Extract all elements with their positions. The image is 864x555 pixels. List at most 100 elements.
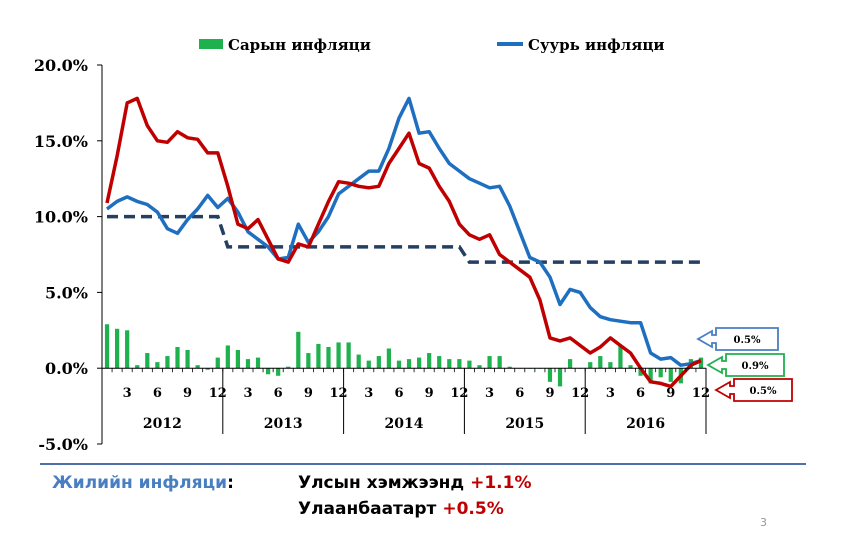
monthly-inflation-bar xyxy=(225,345,230,369)
monthly-inflation-bar xyxy=(487,356,492,369)
y-tick-label: 0.0% xyxy=(45,359,88,378)
monthly-inflation-bar xyxy=(346,342,351,369)
x-tick-label: 3 xyxy=(243,386,252,401)
monthly-inflation-bar xyxy=(326,346,331,369)
core-inflation-line xyxy=(105,96,702,367)
monthly-inflation-bar xyxy=(457,359,462,369)
monthly-inflation-bar xyxy=(205,368,210,370)
monthly-inflation-bar xyxy=(245,359,251,369)
national-inflation-label: Улсын хэмжээнд xyxy=(298,473,471,493)
x-tick-label: 12 xyxy=(209,386,227,401)
monthly-inflation-bars xyxy=(104,324,704,387)
monthly-inflation-bar xyxy=(366,360,371,369)
annual-inflation-label: Жилийн инфляци: xyxy=(52,473,234,493)
monthly-inflation-bar xyxy=(396,360,402,369)
x-tick-label: 6 xyxy=(394,386,403,401)
monthly-inflation-bar xyxy=(447,359,452,369)
x-tick-label: 12 xyxy=(692,386,710,401)
x-tick-label: 3 xyxy=(123,386,132,401)
inflation-chart: Сарын инфляци Суурь инфляци 20.0% 15.0% 10.… xyxy=(34,36,793,454)
monthly-inflation-bar xyxy=(376,356,381,369)
x-tick-label: 6 xyxy=(515,386,524,401)
monthly-inflation-bar xyxy=(265,368,271,375)
divider-line xyxy=(40,463,806,465)
x-tick-label: 9 xyxy=(666,386,675,401)
target-dashed-line xyxy=(107,214,701,264)
value-callout-label: 0.5% xyxy=(734,335,761,346)
annual-inflation-label-text: Жилийн инфляци xyxy=(52,473,228,493)
ulaanbaatar-inflation-value: +0.5% xyxy=(442,499,504,519)
ulaanbaatar-inflation-label: Улаанбаатарт xyxy=(298,499,443,519)
x-tick-label: 3 xyxy=(606,386,615,401)
national-inflation-line: Улсын хэмжээнд +1.1% xyxy=(298,473,531,493)
inflation-lines xyxy=(105,96,702,389)
monthly-inflation-bar xyxy=(618,345,623,369)
monthly-inflation-bar xyxy=(185,350,190,369)
year-label: 2016 xyxy=(626,416,665,432)
monthly-inflation-bar xyxy=(386,348,392,369)
value-callout-box xyxy=(706,353,785,377)
x-tick-label: 3 xyxy=(485,386,494,401)
value-callouts: 0.5% 0.9% 0.5% xyxy=(696,327,793,402)
monthly-inflation-bar xyxy=(175,346,180,369)
legend-label: Суурь инфляци xyxy=(528,36,665,54)
monthly-inflation-bar xyxy=(215,357,220,369)
y-tick-label: 20.0% xyxy=(34,56,88,75)
value-callout-label: 0.9% xyxy=(742,361,769,372)
monthly-inflation-bar xyxy=(155,362,160,369)
monthly-inflation-bar xyxy=(658,368,663,378)
monthly-inflation-bar xyxy=(316,343,321,369)
monthly-inflation-bar xyxy=(104,324,110,369)
value-callout-box xyxy=(714,378,793,402)
value-callout-label: 0.5% xyxy=(750,386,777,397)
page-number: 3 xyxy=(760,516,767,529)
monthly-inflation-bar xyxy=(135,365,140,369)
y-tick-label: -5.0% xyxy=(38,435,88,454)
monthly-inflation-bar xyxy=(306,353,311,369)
x-tick-label: 9 xyxy=(545,386,554,401)
monthly-inflation-bar xyxy=(356,354,361,369)
monthly-inflation-bar xyxy=(235,350,241,369)
y-tick-label: 15.0% xyxy=(34,132,88,151)
monthly-inflation-bar xyxy=(638,368,643,376)
year-label: 2014 xyxy=(385,416,424,432)
monthly-inflation-bar xyxy=(145,353,150,369)
label-colon: : xyxy=(227,473,234,493)
legend: Сарын инфляци Суурь инфляци xyxy=(199,36,665,54)
y-axis: 20.0% 15.0% 10.0% 5.0% 0.0% -5.0% xyxy=(34,56,103,454)
monthly-inflation-bar xyxy=(547,368,553,382)
monthly-inflation-bar xyxy=(567,359,573,369)
x-tick-label: 6 xyxy=(153,386,162,401)
monthly-inflation-bar xyxy=(698,357,704,369)
monthly-inflation-bar xyxy=(557,368,563,387)
monthly-inflation-bar xyxy=(406,359,412,369)
monthly-inflation-bar xyxy=(276,368,281,376)
monthly-inflation-bar xyxy=(195,365,200,369)
monthly-inflation-bar xyxy=(497,356,502,369)
monthly-inflation-bar xyxy=(467,360,472,369)
y-tick-label: 10.0% xyxy=(34,208,88,227)
year-label: 2013 xyxy=(264,416,303,432)
x-tick-label: 6 xyxy=(274,386,283,401)
monthly-inflation-bar xyxy=(416,357,422,369)
x-tick-label: 12 xyxy=(450,386,468,401)
x-tick-label: 9 xyxy=(425,386,434,401)
monthly-inflation-bar xyxy=(296,331,301,369)
x-tick-label: 9 xyxy=(183,386,192,401)
monthly-inflation-bar xyxy=(668,368,673,382)
x-tick-label: 12 xyxy=(330,386,348,401)
x-tick-label: 12 xyxy=(571,386,589,401)
x-tick-label: 3 xyxy=(364,386,373,401)
monthly-inflation-bar xyxy=(437,356,442,369)
monthly-inflation-bar xyxy=(286,366,291,369)
monthly-inflation-bar xyxy=(648,368,653,384)
year-label: 2012 xyxy=(143,416,182,432)
monthly-inflation-bar xyxy=(114,328,120,369)
x-tick-label: 9 xyxy=(304,386,313,401)
legend-label: Сарын инфляци xyxy=(228,36,371,54)
x-axis: 3 6 9 12 3 6 9 12 3 6 9 12 3 6 9 12 3 6 9 12 2012 2013 2014 201… xyxy=(101,367,710,434)
monthly-inflation-bar xyxy=(165,356,170,369)
monthly-inflation-bar xyxy=(507,366,512,369)
monthly-inflation-bar xyxy=(598,356,603,369)
headline-inflation-line xyxy=(105,96,702,389)
